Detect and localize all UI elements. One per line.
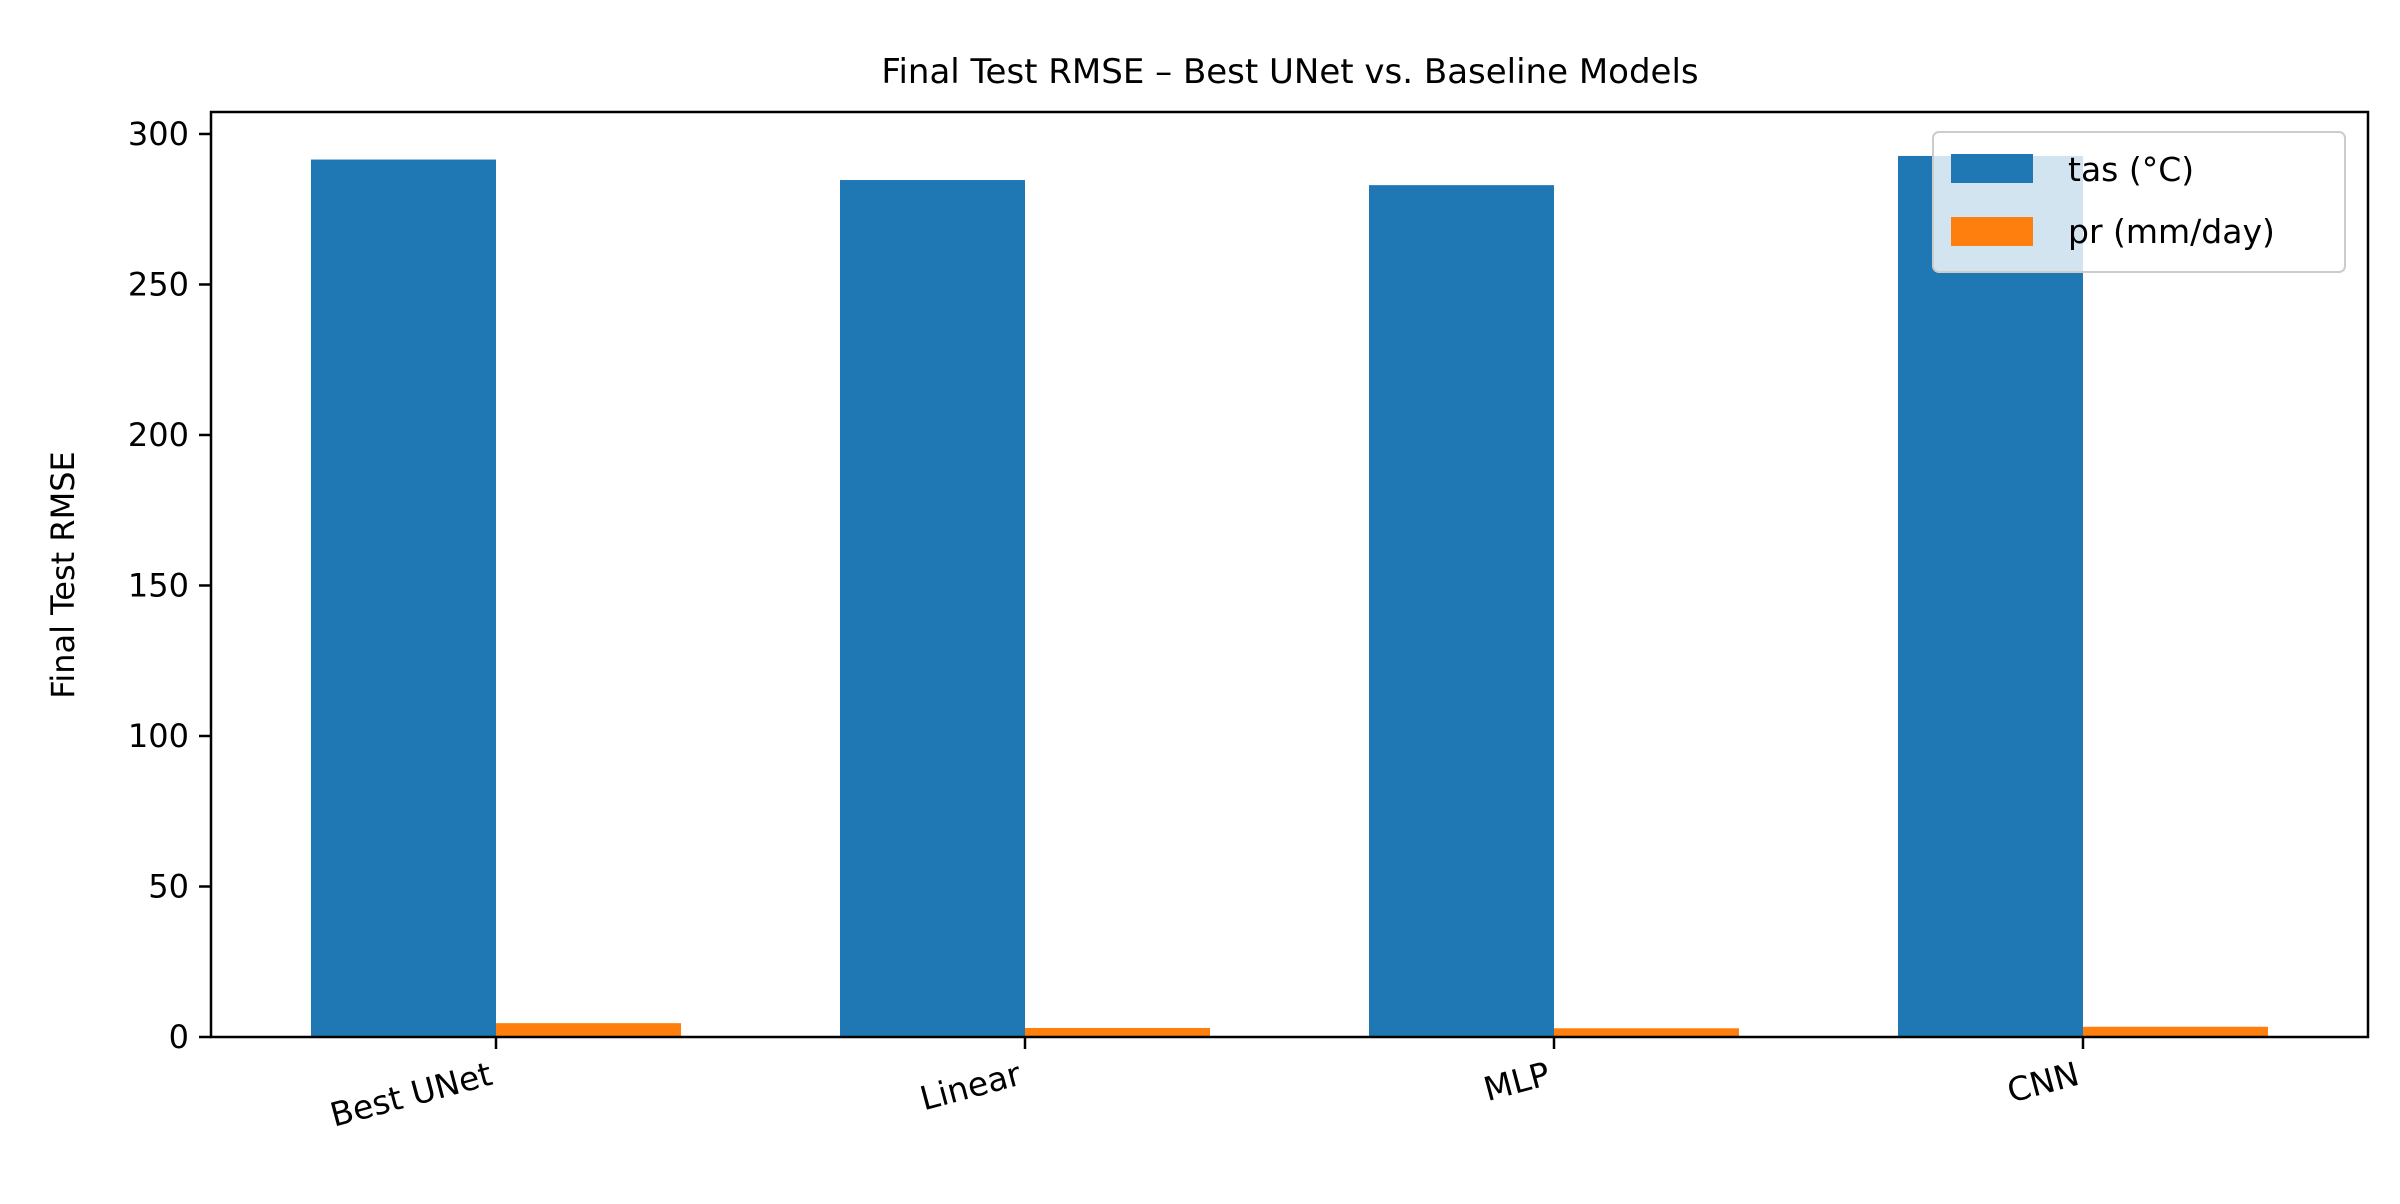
x-tick-label: Linear — [916, 1054, 1026, 1118]
y-tick-label: 100 — [128, 717, 189, 755]
y-tick-label: 150 — [128, 566, 189, 604]
bar-tas-linear — [840, 180, 1025, 1038]
y-tick-label: 300 — [128, 115, 189, 153]
y-tick-label: 250 — [128, 265, 189, 303]
legend-swatch-tas — [1951, 154, 2033, 183]
legend-swatch-pr — [1951, 217, 2033, 246]
plot-frame — [209, 110, 2370, 1039]
y-axis: 0 50 100 150 200 250 300 — [128, 115, 211, 1056]
bar-pr-linear — [1025, 1027, 1210, 1037]
legend-box — [1932, 131, 2346, 273]
x-tick-label: Best UNet — [326, 1054, 496, 1135]
y-tick-label: 50 — [148, 867, 189, 905]
x-axis: Best UNet Linear MLP CNN — [326, 1037, 2085, 1135]
legend: tas (°C) pr (mm/day) — [1932, 131, 2346, 273]
x-tick-label: CNN — [2003, 1054, 2083, 1110]
bar-tas-best-unet — [311, 159, 496, 1037]
chart-title: Final Test RMSE – Best UNet vs. Baseline… — [881, 52, 1698, 92]
legend-label-pr: pr (mm/day) — [2068, 212, 2275, 251]
y-tick-label: 200 — [128, 416, 189, 454]
bar-pr-mlp — [1554, 1028, 1739, 1037]
bar-pr-cnn — [2083, 1026, 2268, 1037]
legend-label-tas: tas (°C) — [2068, 150, 2194, 189]
bar-pr-best-unet — [496, 1023, 681, 1037]
bar-tas-cnn — [1898, 155, 2083, 1038]
x-tick-label: MLP — [1479, 1054, 1554, 1109]
bar-tas-mlp — [1369, 185, 1554, 1037]
y-axis-label: Final Test RMSE — [44, 451, 82, 698]
bars-layer — [311, 155, 2268, 1038]
y-tick-label: 0 — [169, 1018, 189, 1056]
